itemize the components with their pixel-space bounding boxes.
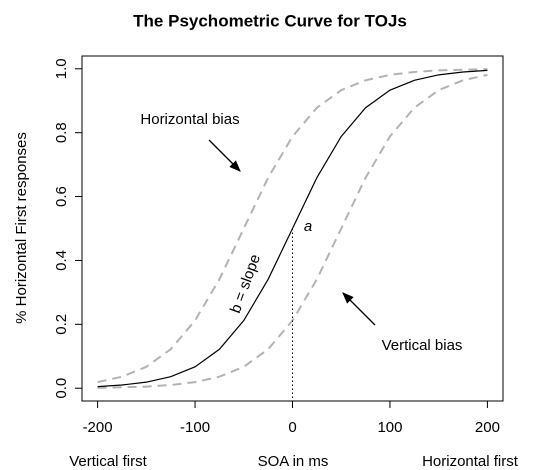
- x-tick-label: -100: [180, 419, 210, 436]
- arrow: [208, 139, 241, 172]
- y-tick-label: 0.2: [53, 314, 70, 335]
- annotation: a: [304, 218, 312, 235]
- annotation: Vertical bias: [382, 337, 463, 354]
- y-tick-label: 0.0: [53, 378, 70, 399]
- chart-title: The Psychometric Curve for TOJs: [133, 11, 407, 30]
- x-tick-label: 0: [288, 419, 296, 436]
- arrow: [342, 292, 376, 326]
- annotation: b = slope: [227, 252, 264, 315]
- x-tick-label: 100: [377, 419, 402, 436]
- x-axis-label: SOA in ms: [258, 453, 329, 470]
- x-tick-label: -200: [83, 419, 113, 436]
- annotation: Horizontal bias: [140, 111, 239, 128]
- y-axis-label: % Horizontal First responses: [13, 132, 30, 324]
- y-tick-label: 1.0: [53, 58, 70, 79]
- x-right-label: Horizontal first: [422, 453, 519, 470]
- x-left-label: Vertical first: [69, 453, 147, 470]
- y-tick-label: 0.8: [53, 122, 70, 143]
- y-tick-label: 0.4: [53, 250, 70, 271]
- x-tick-label: 200: [475, 419, 500, 436]
- y-tick-label: 0.6: [53, 186, 70, 207]
